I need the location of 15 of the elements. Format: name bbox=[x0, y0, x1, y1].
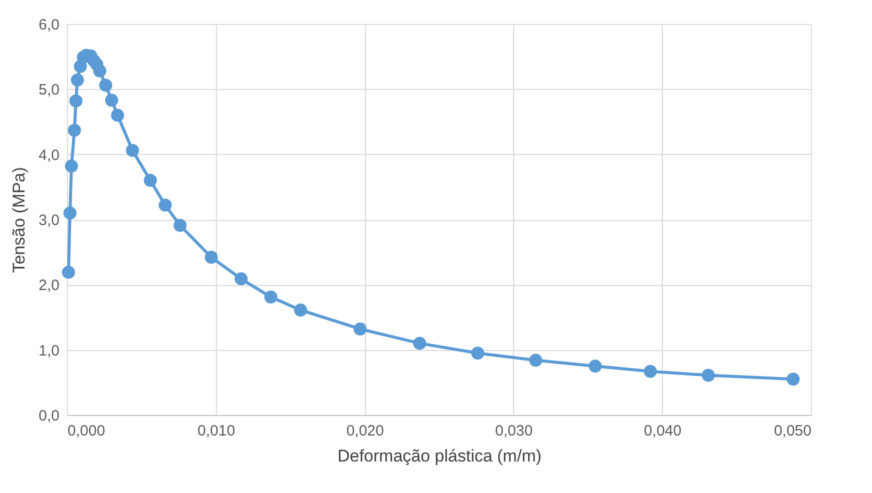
y-tick-label: 6,0 bbox=[38, 16, 60, 34]
y-tick-label: 4,0 bbox=[38, 146, 60, 164]
x-axis-title: Deformação plástica (m/m) bbox=[337, 446, 542, 466]
x-tick-label: 0,040 bbox=[644, 422, 682, 440]
y-axis-title: Tensão (MPa) bbox=[10, 167, 29, 273]
y-tick-label: 0,0 bbox=[38, 408, 60, 424]
y-tick-label: 2,0 bbox=[38, 277, 60, 294]
x-tick-label: 0,010 bbox=[198, 422, 236, 440]
x-tick-label: 0,030 bbox=[495, 422, 533, 440]
y-tick-label: 3,0 bbox=[38, 212, 60, 229]
x-tick-label: 0,020 bbox=[346, 422, 384, 440]
x-tick-label: 0,000 bbox=[68, 422, 106, 440]
y-tick-label: 1,0 bbox=[38, 342, 60, 360]
y-tick-label: 5,0 bbox=[38, 82, 60, 99]
x-tick-label: 0,050 bbox=[774, 422, 812, 440]
